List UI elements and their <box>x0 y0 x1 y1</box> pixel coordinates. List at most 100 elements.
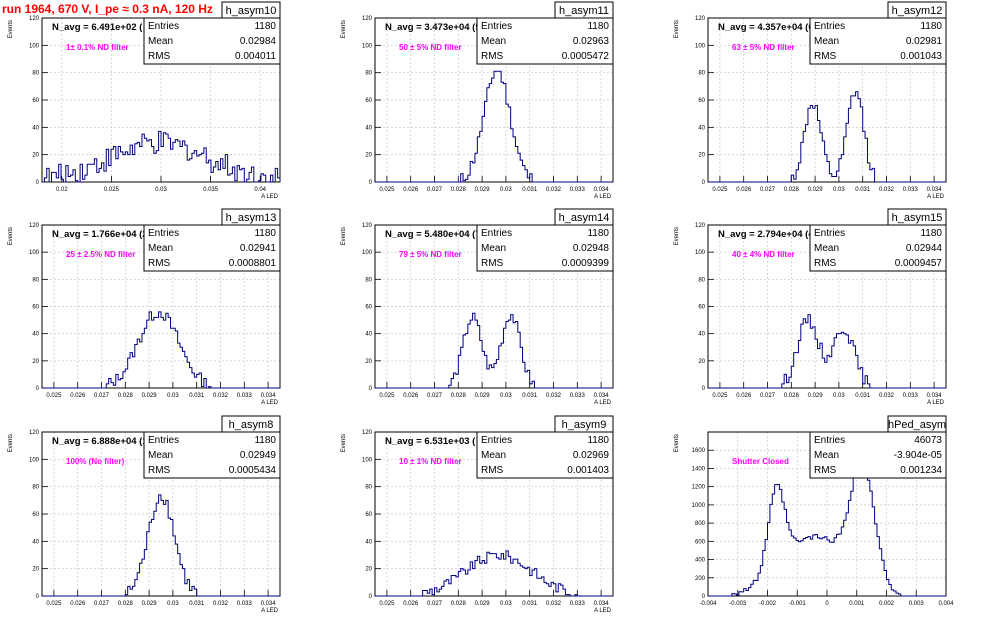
x-tick-label: 0.029 <box>142 601 158 607</box>
y-tick-label: 0 <box>36 386 40 392</box>
panel-h_asym13: 0.025 0.026 0.027 0.028 0.029 0.03 0.031 0.032 0… <box>8 208 281 406</box>
histogram-name: h_asym14 <box>559 212 610 224</box>
x-tick-label: 0.028 <box>118 393 134 399</box>
y-tick-label: 60 <box>32 305 39 311</box>
y-tick-label: 20 <box>698 359 705 365</box>
x-tick-label: 0.034 <box>594 601 610 607</box>
x-tick-label: 0.032 <box>213 393 229 399</box>
x-tick-label: 0.025 <box>712 393 728 399</box>
panel-h_asym10: 0.02 0.025 0.03 0.035 0.04 0 20 40 60 80 100 120 Eve… <box>8 1 281 200</box>
stats-value: 0.02941 <box>240 243 277 254</box>
x-tick-label: -0.004 <box>699 601 717 607</box>
stats-box <box>809 224 947 272</box>
x-axis-label: A LED <box>927 194 945 200</box>
y-tick-label: 20 <box>32 567 39 573</box>
filter-note: 63 ± 5% ND filter <box>732 43 795 52</box>
y-tick-label: 40 <box>698 125 705 131</box>
x-tick-label: 0.028 <box>451 187 467 193</box>
x-tick-label: 0.031 <box>855 393 871 399</box>
x-tick-label: 0.04 <box>254 187 266 193</box>
x-axis-label: A LED <box>594 194 612 200</box>
stats-value: 0.001234 <box>900 465 942 476</box>
y-tick-label: 60 <box>32 512 39 518</box>
y-tick-label: 20 <box>698 153 705 159</box>
x-tick-label: 0.029 <box>475 187 491 193</box>
y-tick-label: 0 <box>369 180 373 186</box>
x-tick-label: 0.025 <box>46 601 62 607</box>
stats-value: 1180 <box>587 228 609 239</box>
stats-value: 46073 <box>914 435 942 446</box>
stats-label: RMS <box>481 51 504 62</box>
y-tick-label: 0 <box>369 386 373 392</box>
y-tick-label: 20 <box>32 153 39 159</box>
x-tick-label: 0.032 <box>879 393 895 399</box>
panel-h_asym8: 0.025 0.026 0.027 0.028 0.029 0.03 0.031 0.032 0… <box>8 415 281 614</box>
y-tick-label: 80 <box>698 277 705 283</box>
navg-label: N_avg = 4.357e+04 (63.3 %) <box>718 22 841 33</box>
y-tick-label: 100 <box>29 457 40 463</box>
stats-box <box>809 17 947 65</box>
stats-label: Entries <box>148 21 179 32</box>
x-tick-label: 0.03 <box>500 187 512 193</box>
x-tick-label: 0.025 <box>379 187 395 193</box>
histogram-name: h_asym11 <box>559 5 609 17</box>
stats-value: 1180 <box>587 21 609 32</box>
stats-value: 0.02984 <box>240 36 277 47</box>
stats-value: 0.001403 <box>567 465 609 476</box>
y-axis-label: Events <box>8 434 14 452</box>
x-tick-label: 0.025 <box>104 187 120 193</box>
stats-label: Entries <box>481 21 512 32</box>
histogram-line <box>42 311 280 389</box>
stats-value: 1180 <box>587 435 609 446</box>
x-tick-label: 0 <box>825 601 829 607</box>
x-tick-label: 0.033 <box>570 187 586 193</box>
x-tick-label: 0.031 <box>522 601 538 607</box>
y-tick-label: 60 <box>698 98 705 104</box>
x-tick-label: 0.032 <box>879 187 895 193</box>
navg-label: N_avg = 1.766e+04 (25.6 %) <box>52 229 175 240</box>
stats-value: 0.004011 <box>235 51 276 62</box>
filter-note: 50 ± 5% ND filter <box>399 43 462 52</box>
y-tick-label: 600 <box>695 539 706 545</box>
stats-value: 0.0005434 <box>229 465 277 476</box>
x-axis-label: A LED <box>261 194 279 200</box>
stats-label: RMS <box>481 465 504 476</box>
x-tick-label: 0.032 <box>546 187 562 193</box>
y-tick-label: 100 <box>362 250 373 256</box>
y-axis-label: Events <box>8 20 14 38</box>
panel-h_asym11: 0.025 0.026 0.027 0.028 0.029 0.03 0.031 0.032 0… <box>341 1 614 200</box>
y-axis-label: Events <box>674 434 680 452</box>
x-tick-label: 0.033 <box>237 601 253 607</box>
y-tick-label: 1400 <box>692 466 706 472</box>
y-tick-label: 0 <box>702 180 706 186</box>
stats-box <box>143 17 281 65</box>
stats-box <box>476 17 614 65</box>
stats-label: Entries <box>814 435 845 446</box>
y-tick-label: 40 <box>32 332 39 338</box>
x-tick-label: 0.026 <box>70 393 86 399</box>
x-tick-label: 0.026 <box>736 393 752 399</box>
navg-label: N_avg = 6.531e+03 ( 9.5 %) <box>385 436 505 447</box>
navg-label: N_avg = 2.794e+04 (40.6 %) <box>718 229 841 240</box>
x-tick-label: 0.03 <box>155 187 167 193</box>
stats-value: 1180 <box>254 21 276 32</box>
y-tick-label: 80 <box>698 71 705 77</box>
y-tick-label: 1600 <box>692 448 706 454</box>
stats-label: RMS <box>148 258 171 269</box>
stats-value: 1180 <box>254 435 276 446</box>
x-tick-label: 0.034 <box>594 187 610 193</box>
y-tick-label: 0 <box>369 594 373 600</box>
y-tick-label: 40 <box>365 332 372 338</box>
stats-label: Mean <box>481 450 506 461</box>
y-tick-label: 40 <box>698 332 705 338</box>
x-tick-label: 0.027 <box>760 393 776 399</box>
stats-label: RMS <box>814 465 837 476</box>
x-tick-label: 0.029 <box>142 393 158 399</box>
stats-label: Entries <box>814 228 845 239</box>
histogram-name: h_asym10 <box>226 5 277 17</box>
x-tick-label: 0.034 <box>261 601 277 607</box>
y-tick-label: 20 <box>365 359 372 365</box>
y-tick-label: 120 <box>695 223 706 229</box>
x-tick-label: 0.027 <box>94 393 110 399</box>
filter-note: 40 ± 4% ND filter <box>732 250 795 259</box>
